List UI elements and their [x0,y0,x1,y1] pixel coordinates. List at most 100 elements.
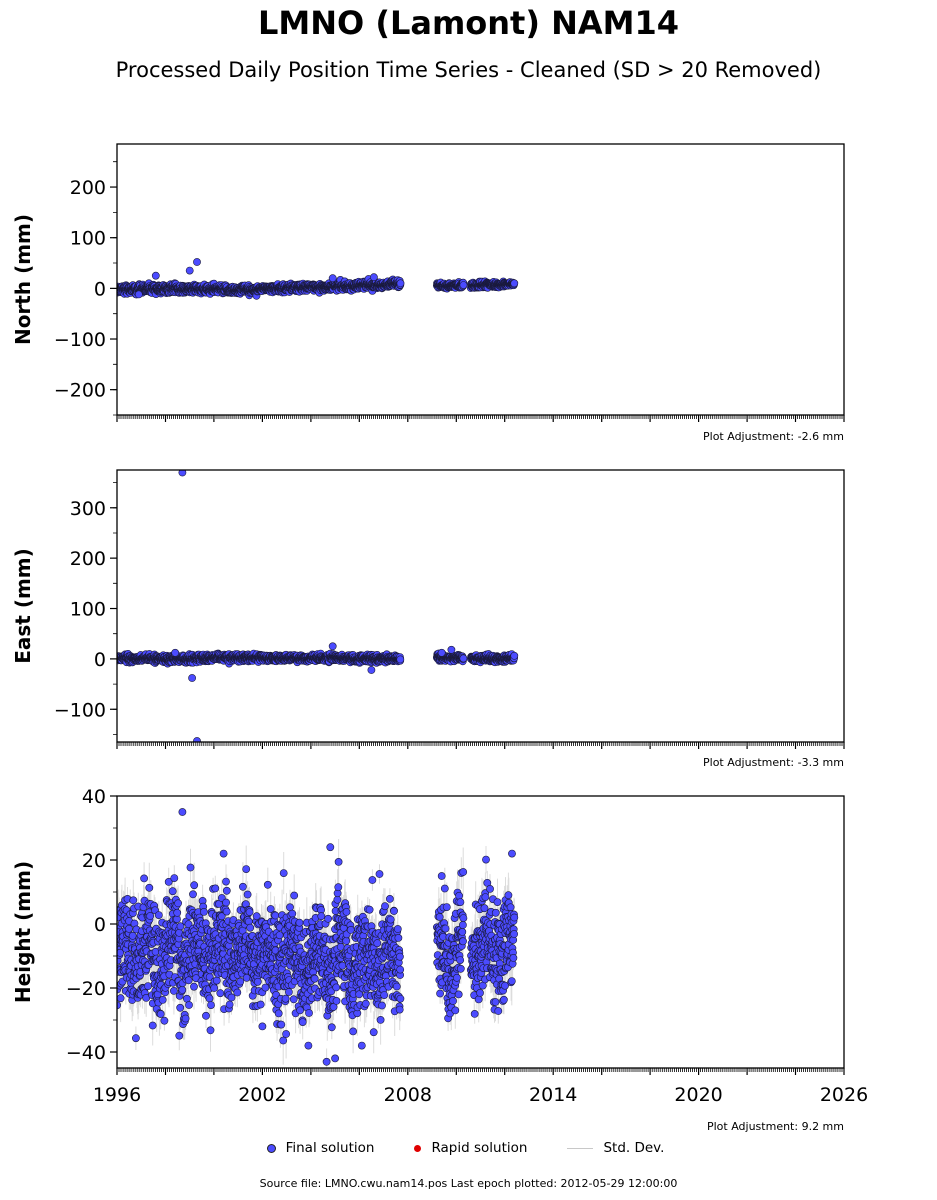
data-point [288,909,297,918]
panel-2-plot-area [117,808,519,1068]
panel-frame [116,469,845,743]
data-point [222,886,231,895]
data-point [205,994,214,1003]
data-point [227,993,236,1002]
y-tick-label: 200 [70,177,106,199]
data-point [207,1001,215,1009]
outlier-point [188,674,196,682]
data-point [176,922,185,931]
data-point [146,912,155,920]
data-point [324,914,332,923]
data-point [274,1009,283,1018]
data-point [236,977,245,986]
data-point [277,1020,286,1029]
y-tick-label: 100 [70,599,106,621]
data-point [164,878,173,886]
data-point [256,1000,265,1009]
data-point [396,655,405,664]
data-point [271,911,280,920]
data-point [305,1009,313,1017]
outlier-point [396,279,405,288]
data-point [186,863,195,872]
data-point [154,911,163,919]
data-point [279,869,288,877]
data-point [261,983,270,992]
data-point [222,877,230,886]
data-point [242,865,251,873]
data-point [148,1021,157,1030]
panel-0-plot-area [117,258,519,300]
outlier-point [447,645,456,654]
outlier-point [437,648,446,657]
data-point [263,880,272,889]
y-axis-label: North (mm) [11,214,35,345]
data-point [216,989,225,998]
outlier-point [369,273,378,282]
data-point [190,881,199,890]
data-point [233,988,242,997]
data-point [175,1031,184,1040]
data-point [245,908,254,916]
y-tick-label: 100 [70,228,106,250]
data-point [284,988,293,996]
data-point [246,923,255,932]
data-point [144,982,152,990]
data-point [279,1036,288,1045]
data-point [125,924,133,933]
data-point [181,1014,190,1023]
data-point [225,1000,234,1009]
page-title: LMNO (Lamont) NAM14 [257,4,680,42]
data-point [317,912,326,921]
data-point [266,905,275,913]
data-point [117,994,125,1003]
data-point [189,890,197,899]
data-point [158,996,167,1004]
data-point [211,884,220,893]
data-point [160,1016,169,1025]
data-point [199,908,208,916]
data-point [275,931,284,940]
data-point [190,982,198,991]
data-point [117,948,124,957]
data-point [156,1010,165,1018]
x-minor-ticks [116,742,845,746]
data-point [253,977,262,986]
outlier-point [134,290,143,299]
data-point [510,651,519,660]
outlier-point [193,258,201,266]
y-tick-label: 0 [94,278,106,300]
page-subtitle: Processed Daily Position Time Series - C… [115,58,822,82]
data-point [222,898,230,907]
data-point [145,883,154,892]
data-point [202,1011,210,1020]
outlier-point [185,266,194,275]
data-point [289,995,298,1004]
y-tick-label: 0 [94,649,106,671]
data-point [185,1001,193,1009]
panel-1-plot-area [117,470,519,742]
data-point [510,279,519,288]
data-point [210,984,219,992]
plot-adjustment: Plot Adjustment: -3.3 mm [703,756,844,769]
y-axis-label: East (mm) [11,548,35,664]
y-tick-label: 200 [70,548,106,570]
y-tick-label: −200 [54,380,106,402]
data-point [129,896,138,905]
data-point [238,882,247,891]
outlier-point [328,642,337,651]
data-point [168,887,177,896]
data-point [282,1030,290,1038]
data-point [243,890,252,899]
outlier-point [328,274,337,283]
y-tick-label: −100 [54,329,106,351]
data-point [252,912,261,921]
data-point [206,1026,215,1035]
x-major-ticks [116,742,845,749]
data-point [170,874,179,882]
y-tick-label: −100 [54,699,106,721]
outlier-point [171,648,180,657]
data-point [174,899,182,908]
data-point [169,987,178,995]
data-point [178,986,187,994]
